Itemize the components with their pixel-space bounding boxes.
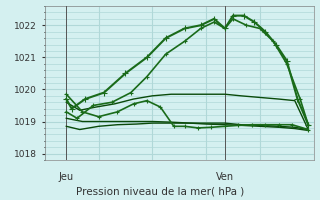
Text: Pression niveau de la mer( hPa ): Pression niveau de la mer( hPa ) xyxy=(76,186,244,196)
Text: Jeu: Jeu xyxy=(59,172,74,182)
Text: Ven: Ven xyxy=(216,172,234,182)
